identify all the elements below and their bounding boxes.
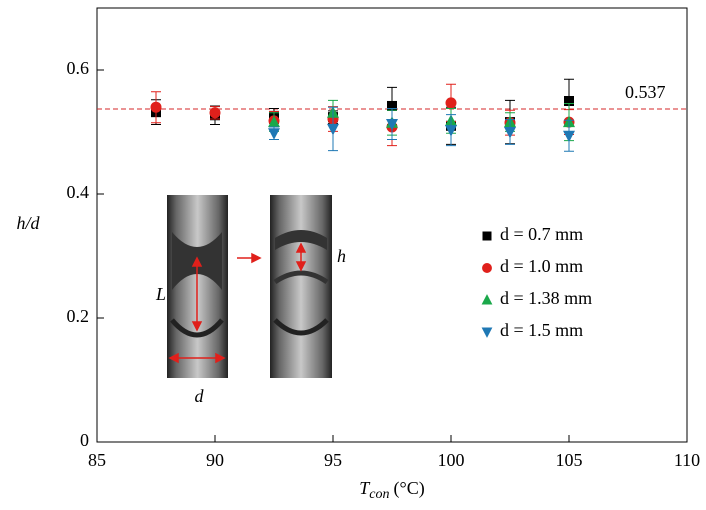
- legend-marker: [481, 327, 493, 338]
- inset-image: [170, 318, 224, 338]
- marker: [445, 125, 457, 137]
- x-axis-label-unit: (°C): [394, 478, 425, 499]
- inset-image: [275, 230, 327, 250]
- inset-arrows: [168, 242, 307, 364]
- y-tick-label: 0.6: [67, 58, 90, 78]
- x-axis-label-subscript: con: [369, 487, 389, 502]
- legend-label: d = 1.0 mm: [500, 256, 583, 276]
- x-tick-label: 90: [206, 450, 224, 470]
- x-tick-label: 110: [674, 450, 700, 470]
- inset-image: [273, 318, 329, 336]
- legend-label: d = 0.7 mm: [500, 224, 583, 244]
- x-tick-label: 85: [88, 450, 106, 470]
- y-tick-label: 0.2: [67, 306, 90, 326]
- inset: L d h: [155, 195, 346, 406]
- marker: [563, 130, 575, 143]
- x-tick-label: 105: [556, 450, 583, 470]
- annotation: h: [337, 246, 346, 266]
- plot-frame: [96, 7, 688, 443]
- x-tick-label: 100: [438, 450, 465, 470]
- x-axis-label-symbol: T: [359, 478, 371, 498]
- reference-label: 0.537: [625, 82, 666, 102]
- marker: [327, 123, 339, 136]
- marker: [504, 127, 516, 139]
- marker: [209, 107, 221, 119]
- inset-image: [273, 270, 329, 285]
- marker: [268, 115, 280, 128]
- legend-marker: [481, 294, 493, 305]
- inset-image: [270, 195, 332, 378]
- legend-label: d = 1.5 mm: [500, 320, 583, 340]
- x-tick-label: 95: [324, 450, 342, 470]
- marker: [386, 118, 398, 131]
- marker: [564, 96, 574, 106]
- marker: [150, 101, 162, 113]
- y-axis-label: h/d: [16, 213, 40, 233]
- marker: [387, 100, 397, 111]
- x-axis-label: Tcon (°C): [359, 478, 424, 502]
- marker: [268, 128, 280, 140]
- legend-label: d = 1.38 mm: [500, 288, 592, 308]
- y-tick-label: 0.4: [67, 182, 90, 202]
- annotation: L: [155, 284, 166, 304]
- annotation: d: [195, 386, 205, 406]
- y-tick-label: 0: [80, 430, 89, 450]
- legend-marker: [482, 231, 492, 241]
- legend-marker: [482, 263, 492, 273]
- marker: [445, 97, 457, 109]
